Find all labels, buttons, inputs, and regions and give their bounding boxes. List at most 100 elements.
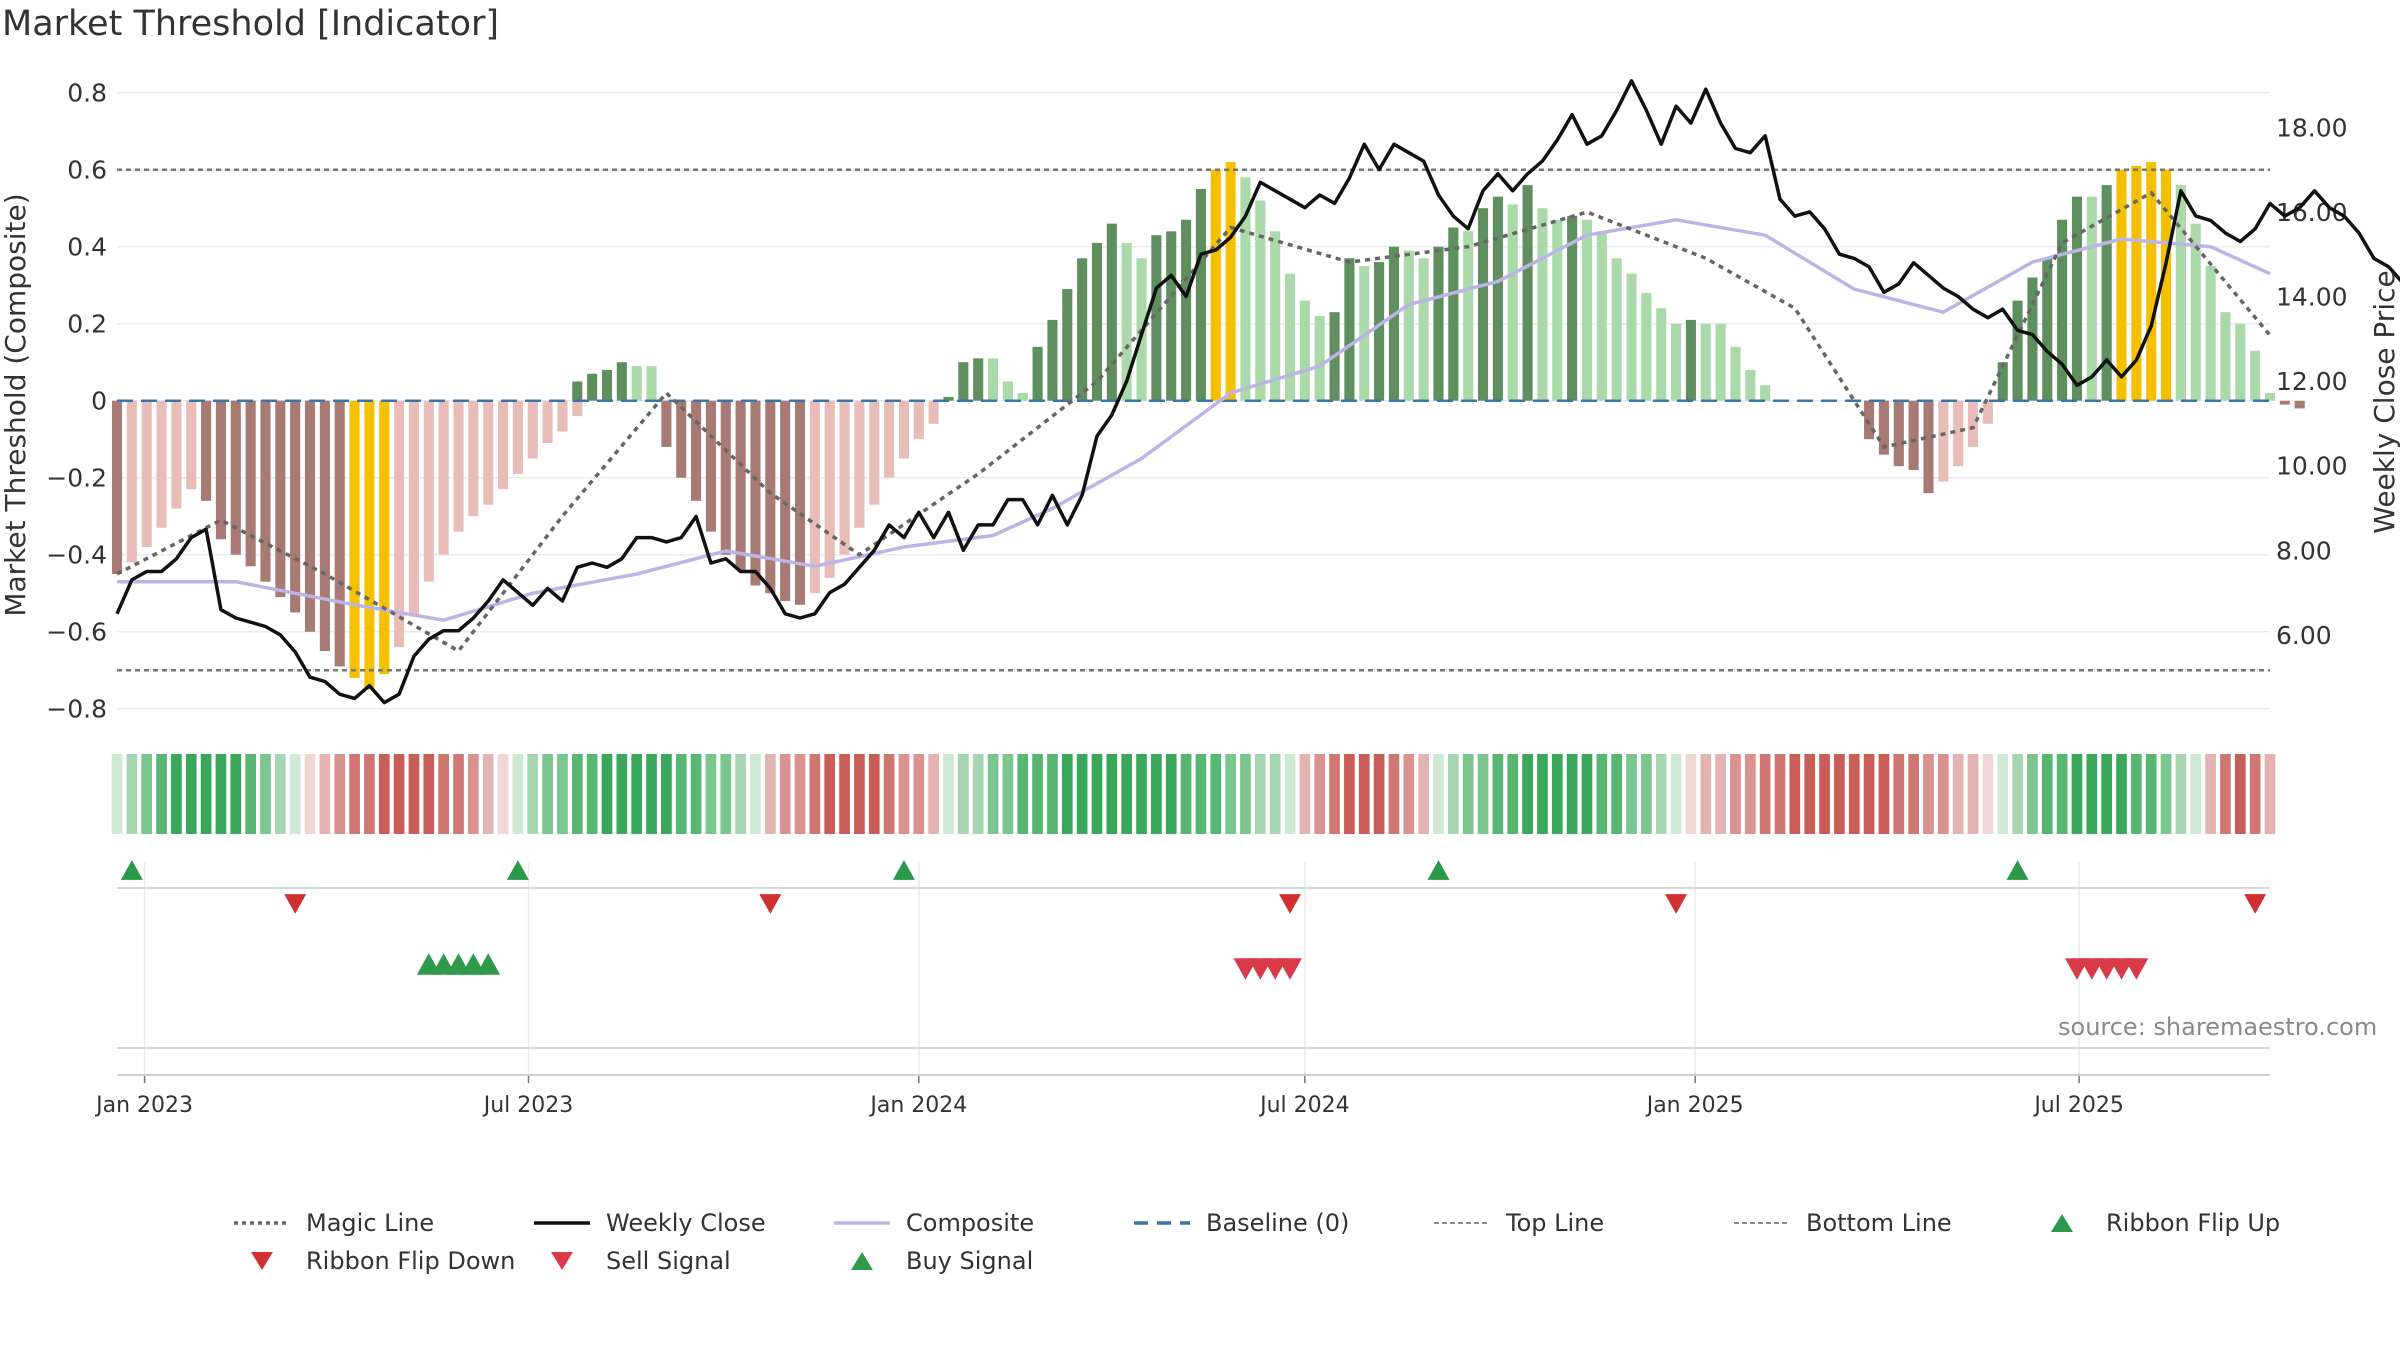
ribbon-cell	[200, 754, 212, 834]
y-tick-label: 0.6	[67, 156, 107, 185]
signal-rows	[117, 860, 2270, 1049]
ribbon-cell	[2234, 754, 2246, 834]
ribbon-cell	[497, 754, 509, 834]
ribbon-cell	[2249, 754, 2261, 834]
y2-tick-label: 6.00	[2276, 621, 2332, 650]
ribbon-cell	[185, 754, 197, 834]
legend-label: Ribbon Flip Down	[306, 1247, 516, 1275]
threshold-bar	[958, 362, 969, 401]
threshold-bar	[1091, 242, 1103, 401]
ribbon-cell	[1165, 754, 1177, 834]
legend-item: Composite	[830, 1205, 1034, 1241]
ribbon-cell	[913, 754, 925, 834]
ribbon-cell	[883, 754, 895, 834]
threshold-bar	[1240, 177, 1251, 401]
ribbon-cell	[1655, 754, 1667, 834]
threshold-bar	[1403, 250, 1414, 401]
threshold-bar	[1151, 235, 1162, 401]
ribbon-cell	[928, 754, 940, 834]
ribbon-cell	[364, 754, 375, 834]
ribbon-cell	[1047, 754, 1058, 834]
legend-item: Bottom Line	[1730, 1205, 1952, 1241]
threshold-bar	[438, 400, 449, 555]
threshold-bar	[2131, 165, 2142, 401]
threshold-bar	[2101, 185, 2112, 401]
threshold-bar	[2161, 169, 2172, 401]
ribbon-cell	[319, 754, 331, 834]
threshold-bar	[1715, 323, 1726, 401]
ribbon-cell	[230, 754, 242, 834]
threshold-bar	[2279, 400, 2290, 405]
ribbon-cell	[1403, 754, 1415, 834]
threshold-bar	[735, 400, 746, 571]
ribbon-cell	[1329, 754, 1340, 834]
threshold-bar	[1166, 231, 1177, 401]
ribbon-cell	[2205, 754, 2216, 834]
threshold-bar	[1656, 308, 1667, 401]
ribbon-cell	[646, 754, 657, 834]
ribbon-cell	[468, 754, 479, 834]
threshold-bar	[869, 400, 880, 505]
ribbon-cell	[111, 754, 123, 834]
ribbon-cell	[393, 754, 405, 834]
ribbon-cell	[1789, 754, 1801, 834]
threshold-bar	[379, 400, 390, 675]
ribbon-cell	[1893, 754, 1905, 834]
threshold-bar	[1982, 400, 1993, 424]
ribbon-cell	[958, 754, 969, 834]
x-tick-label: Jan 2025	[1645, 1093, 1744, 1118]
legend-label: Sell Signal	[606, 1247, 731, 1275]
threshold-bar	[2012, 300, 2023, 401]
ribbon-cell	[1804, 754, 1816, 834]
ribbon-cell	[1195, 754, 1207, 834]
ribbon-cell	[1670, 754, 1682, 834]
sell-signal-marker	[1278, 958, 1303, 980]
x-tick-label: Jan 2023	[94, 1093, 193, 1118]
threshold-bar	[1017, 393, 1028, 401]
ribbon-flip-down-marker	[759, 894, 782, 914]
legend-label: Magic Line	[306, 1209, 435, 1237]
ribbon-flip-up-marker	[2006, 860, 2029, 880]
y2-tick-label: 8.00	[2276, 536, 2332, 565]
ribbon-cell	[839, 754, 850, 834]
ribbon-cell	[1240, 754, 1251, 834]
ribbon-cell	[542, 754, 553, 834]
ribbon-cell	[1848, 754, 1860, 834]
ribbon-cell	[972, 754, 984, 834]
legend-item: Magic Line	[230, 1205, 434, 1241]
ribbon-cell	[1225, 754, 1236, 834]
ribbon-cell	[735, 754, 746, 834]
threshold-bar	[483, 400, 494, 505]
x-axis: Jan 2023 Jul 2023 Jan 2024 Jul 2024 Jan 2025…	[94, 1074, 2270, 1118]
ribbon-cell	[453, 754, 464, 834]
threshold-bar	[720, 400, 731, 555]
ribbon-cell	[527, 754, 539, 834]
threshold-bar	[1121, 242, 1132, 401]
ribbon-cell	[987, 754, 999, 834]
x-tick-label: Jul 2023	[482, 1093, 574, 1118]
threshold-bar	[1671, 323, 1682, 401]
ribbon-cell	[586, 754, 598, 834]
ribbon-cell	[1937, 754, 1949, 834]
legend-label: Baseline (0)	[1206, 1209, 1350, 1237]
ribbon-cell	[1641, 754, 1652, 834]
threshold-bar	[587, 373, 598, 401]
ribbon-cell	[1284, 754, 1296, 834]
y2-axis-title: Weekly Close Price	[2368, 270, 2400, 533]
threshold-bar	[2294, 400, 2305, 409]
ribbon-cell	[705, 754, 717, 834]
ribbon-cell	[1076, 754, 1088, 834]
ribbon-cell	[1106, 754, 1118, 834]
threshold-bar	[1388, 246, 1400, 401]
ribbon-cell	[571, 754, 583, 834]
threshold-bar	[2071, 196, 2083, 401]
threshold-bar	[1002, 381, 1013, 401]
ribbon-cell	[1997, 754, 2009, 834]
threshold-bar	[111, 400, 123, 574]
ribbon-cell	[1358, 754, 1370, 834]
ribbon-cell	[156, 754, 167, 834]
ribbon-cell	[1032, 754, 1043, 834]
threshold-bar	[1581, 219, 1593, 401]
